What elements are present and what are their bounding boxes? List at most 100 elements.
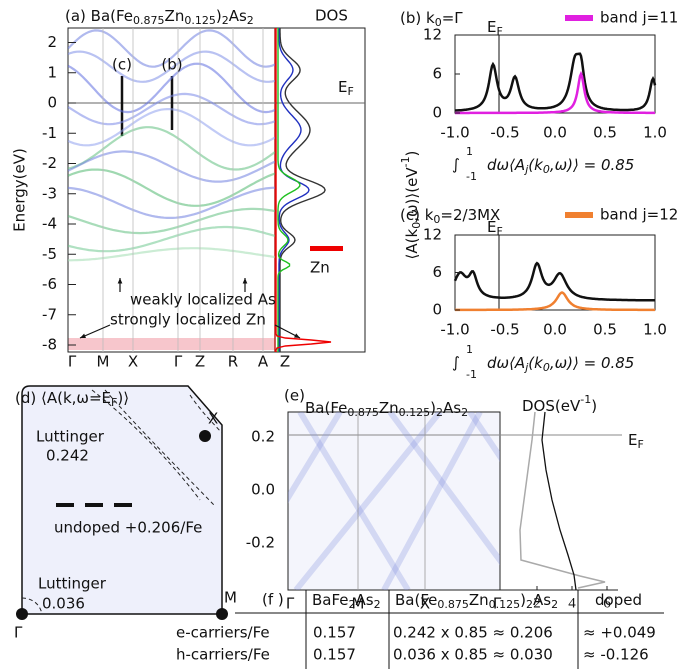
- text-part: E: [487, 218, 496, 236]
- m-point: [216, 608, 228, 620]
- dos-doped: [541, 411, 577, 591]
- dos-undoped: [519, 411, 606, 589]
- text-part: ,ω)⟩(eV: [403, 167, 421, 222]
- text-part: (k: [528, 354, 544, 372]
- legend-label: band j=12: [600, 206, 678, 224]
- text-part: F: [111, 396, 117, 409]
- text-part: As: [229, 7, 247, 25]
- x-tick-label: -1.0: [440, 124, 469, 142]
- annotation: weakly localized As: [130, 291, 276, 309]
- annotation: 0.036: [42, 595, 85, 613]
- text-part: ): [430, 399, 436, 417]
- band-streak: [288, 412, 343, 504]
- x-tick-label: R: [228, 353, 238, 371]
- dos-as: [277, 28, 301, 352]
- x-tick-label: -0.5: [490, 124, 519, 142]
- text-part: Ba(Fe: [395, 591, 437, 609]
- band-streak: [297, 412, 411, 590]
- table-cell: ≈ -0.126: [583, 646, 649, 664]
- text-part: (d) ⟨A(k,ω=E: [15, 389, 111, 407]
- x-tick-label: X: [420, 595, 430, 613]
- x-tick-label: -0.5: [490, 321, 519, 339]
- table-header: Ba(Fe0.875Zn0.125)2As2: [395, 591, 558, 612]
- band-curve: [68, 225, 275, 253]
- band-curve: [68, 168, 275, 207]
- legend-label: band j=11: [600, 9, 678, 27]
- text-part: 2: [247, 14, 254, 27]
- spectrum: [453, 261, 655, 302]
- text-part: =2/3MX: [440, 206, 500, 224]
- bands: [68, 29, 275, 262]
- point-label: Γ: [14, 624, 23, 642]
- band-curve: [68, 50, 275, 83]
- spectrum: [455, 52, 657, 112]
- text-part: 0: [435, 16, 442, 29]
- x-tick-label: 0.0: [543, 321, 567, 339]
- panel-title: (d) ⟨A(k,ω=EF)⟩: [15, 389, 129, 410]
- table-cell: e-carriers/Fe: [176, 624, 270, 642]
- text-part: j: [523, 361, 529, 374]
- y-tick-label: 12: [423, 26, 442, 44]
- fermi-surface-gamma: [21, 597, 43, 615]
- table-cell: 0.036 x 0.85 ≈ 0.030: [393, 646, 553, 664]
- text-part: 2: [551, 598, 558, 611]
- arrow-head: [294, 333, 300, 338]
- y-tick-label: 1: [47, 63, 57, 81]
- text-part: 0: [433, 213, 440, 226]
- integral-lower: -1: [466, 368, 477, 381]
- band-curve: [68, 186, 275, 219]
- point-label: X: [208, 410, 218, 428]
- text-part: dω⟨A: [487, 354, 525, 372]
- table-cell: 0.242 x 0.85 ≈ 0.206: [393, 624, 553, 642]
- text-part: BaFe: [312, 591, 349, 609]
- zn-band-highlight: [68, 338, 275, 350]
- text-part: 0.125: [399, 406, 431, 419]
- y-tick-label: -5: [42, 245, 57, 263]
- text-part: ,ω)⟩ = 0.85: [550, 156, 635, 174]
- brillouin-zone: [21, 385, 223, 615]
- y-tick-label: -8: [42, 336, 57, 354]
- band-curve: [68, 108, 275, 147]
- x-tick-label: 6: [603, 595, 611, 611]
- x-tick-label: A: [258, 353, 269, 371]
- table-cell: h-carriers/Fe: [176, 646, 270, 664]
- text-part: (a) Ba(Fe: [65, 7, 133, 25]
- y-tick-label: 0.0: [251, 481, 275, 499]
- legend-label: Zn: [310, 259, 330, 277]
- text-part: )⟩: [117, 389, 129, 407]
- text-part: (b) k: [400, 9, 435, 27]
- text-part: ): [216, 7, 222, 25]
- band-spectrum: [455, 291, 655, 312]
- y-tick-label: 2: [47, 33, 57, 51]
- table-cell: 0.157: [313, 624, 356, 642]
- text-part: doped: [595, 591, 642, 609]
- integral-body: dω⟨Aj(k0,ω)⟩ = 0.85: [487, 354, 634, 375]
- dos-label: DOS(eV-1): [522, 393, 597, 415]
- text-part: F: [496, 225, 502, 238]
- panel-label: (e): [284, 387, 305, 405]
- arrow-head: [117, 278, 123, 284]
- text-part: 0.125: [184, 14, 216, 27]
- panel-title: (c) k0=2/3MX: [400, 206, 500, 227]
- text-part: 0: [410, 222, 423, 229]
- band-curve: [68, 247, 275, 262]
- text-part: ,ω)⟩ = 0.85: [550, 354, 635, 372]
- table-label: (f ): [262, 591, 284, 609]
- text-part: 2: [461, 406, 468, 419]
- text-part: Zn: [379, 399, 399, 417]
- x-tick-label: Γ: [493, 595, 502, 613]
- x-tick-label: M: [97, 353, 110, 371]
- x-tick-label: 1.0: [643, 124, 667, 142]
- integral-upper: 1: [466, 145, 473, 158]
- text-part: 0: [543, 361, 550, 374]
- integral-upper: 1: [466, 343, 473, 356]
- dos-total: [279, 28, 326, 352]
- fermi-label: EF: [487, 218, 503, 239]
- annotation: Luttinger: [36, 428, 105, 446]
- text-part: E: [487, 18, 496, 36]
- x-tick-label: 0.0: [543, 124, 567, 142]
- bands-e: [288, 412, 500, 590]
- x-tick-label: Z: [195, 353, 205, 371]
- point-label: M: [224, 589, 237, 607]
- y-tick-label: -6: [42, 275, 57, 293]
